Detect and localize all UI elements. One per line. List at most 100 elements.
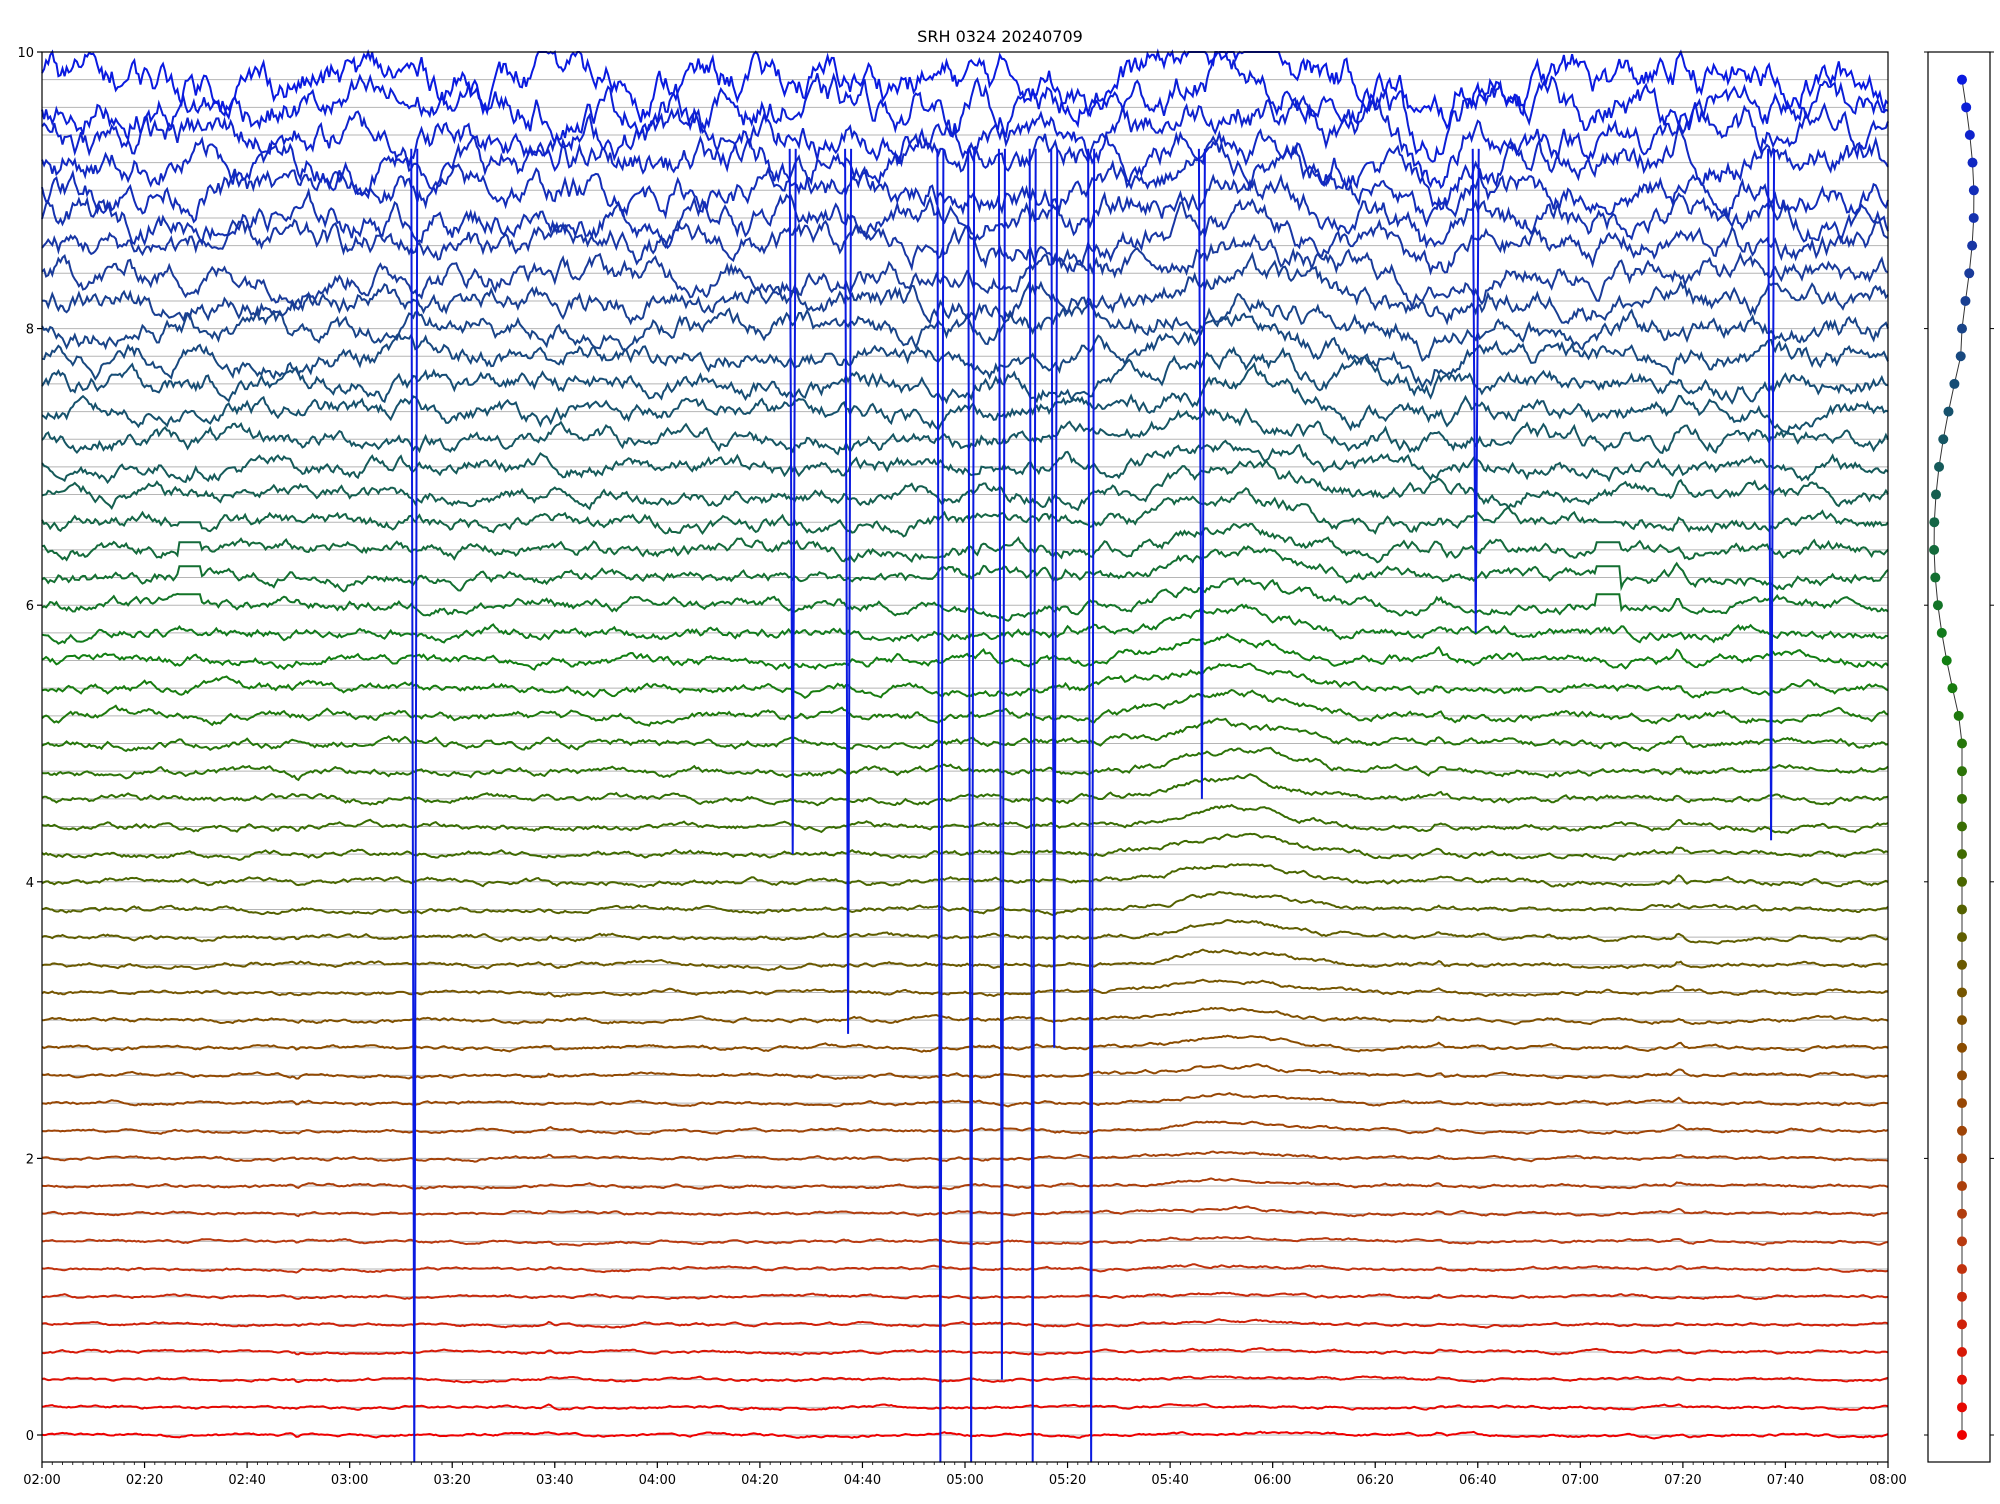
right-panel-marker bbox=[1929, 544, 1940, 555]
series-line-14 bbox=[41, 1034, 1889, 1053]
series-line-46 bbox=[41, 123, 1889, 211]
series-line-2 bbox=[41, 1375, 1889, 1384]
right-panel-marker bbox=[1957, 1264, 1967, 1275]
x-tick-label: 06:20 bbox=[1356, 1473, 1393, 1488]
spike-0 bbox=[410, 148, 419, 1463]
series-line-1 bbox=[41, 1403, 1889, 1412]
series-line-8 bbox=[41, 1205, 1889, 1218]
right-panel-marker bbox=[1941, 655, 1952, 666]
spike-6 bbox=[1028, 148, 1037, 1463]
x-tick-label: 07:40 bbox=[1767, 1473, 1804, 1488]
right-panel-marker bbox=[1929, 517, 1940, 528]
series-line-5 bbox=[41, 1291, 1889, 1301]
right-panel-marker bbox=[1957, 876, 1967, 887]
right-panel-marker bbox=[1957, 1153, 1967, 1164]
x-tick-label: 05:00 bbox=[946, 1473, 983, 1488]
spike-2 bbox=[844, 148, 853, 1034]
right-panel-marker bbox=[1930, 489, 1941, 500]
series-line-39 bbox=[41, 312, 1889, 390]
right-panel-marker bbox=[1957, 849, 1967, 860]
spike-8 bbox=[1087, 148, 1096, 1463]
spike-10 bbox=[1471, 148, 1480, 633]
series-line-24 bbox=[41, 746, 1889, 782]
series-line-34 bbox=[41, 459, 1889, 512]
right-panel-frame bbox=[1927, 51, 1991, 1463]
series-line-47 bbox=[41, 94, 1889, 190]
series-line-36 bbox=[41, 406, 1889, 456]
right-panel-marker bbox=[1947, 683, 1958, 694]
right-panel-marker bbox=[1957, 1098, 1967, 1109]
right-panel-marker bbox=[1957, 766, 1967, 777]
right-panel-marker bbox=[1957, 987, 1967, 998]
series-line-13 bbox=[41, 1063, 1889, 1080]
y-tick-label: 6 bbox=[26, 599, 34, 614]
series-line-29 bbox=[41, 603, 1889, 645]
plot-frame bbox=[41, 51, 1889, 1463]
x-tick-label: 07:00 bbox=[1562, 1473, 1599, 1488]
right-panel-marker bbox=[1964, 129, 1975, 140]
x-tick-label: 02:40 bbox=[228, 1473, 265, 1488]
right-panel-marker bbox=[1964, 268, 1975, 279]
series-line-7 bbox=[42, 1235, 1889, 1247]
series-line-25 bbox=[41, 717, 1889, 753]
right-panel-marker bbox=[1960, 295, 1971, 306]
series-line-11 bbox=[41, 1120, 1889, 1136]
spike-1 bbox=[788, 148, 797, 855]
right-panel-marker bbox=[1953, 710, 1964, 721]
right-panel-marker bbox=[1957, 793, 1967, 804]
series-line-0 bbox=[41, 1430, 1889, 1440]
x-tick-label: 04:20 bbox=[741, 1473, 778, 1488]
series-line-16 bbox=[41, 978, 1889, 998]
series-line-41 bbox=[41, 251, 1889, 326]
right-panel-marker bbox=[1938, 434, 1949, 445]
x-tick-label: 03:20 bbox=[433, 1473, 470, 1488]
series-layer bbox=[41, 48, 1889, 1463]
series-line-30 bbox=[41, 576, 1889, 622]
x-tick-label: 05:40 bbox=[1151, 1473, 1188, 1488]
series-line-49 bbox=[41, 48, 1889, 130]
y-tick-label: 10 bbox=[17, 46, 34, 61]
right-panel-marker bbox=[1957, 1015, 1967, 1026]
spike-9 bbox=[1197, 148, 1206, 799]
series-line-27 bbox=[41, 662, 1889, 700]
x-tick-label: 04:40 bbox=[844, 1473, 881, 1488]
series-line-33 bbox=[41, 487, 1889, 538]
series-line-19 bbox=[41, 890, 1889, 917]
right-panel-marker bbox=[1957, 1402, 1967, 1413]
right-panel-marker bbox=[1957, 1236, 1967, 1247]
right-panel-marker bbox=[1943, 406, 1954, 417]
series-line-37 bbox=[41, 362, 1889, 436]
series-line-26 bbox=[41, 688, 1889, 727]
x-tick-label: 03:00 bbox=[331, 1473, 368, 1488]
series-line-4 bbox=[41, 1318, 1889, 1329]
series-line-12 bbox=[41, 1092, 1888, 1108]
series-line-28 bbox=[41, 632, 1889, 671]
series-line-15 bbox=[41, 1006, 1889, 1026]
spike-7 bbox=[1050, 148, 1059, 1048]
right-panel-marker bbox=[1957, 74, 1967, 85]
series-line-32 bbox=[41, 522, 1889, 564]
x-tick-label: 03:40 bbox=[536, 1473, 573, 1488]
right-panel-marker bbox=[1957, 1042, 1967, 1053]
right-panel-marker bbox=[1936, 627, 1947, 638]
right-panel-marker bbox=[1957, 959, 1967, 970]
y-tick-label: 4 bbox=[26, 876, 34, 891]
series-line-17 bbox=[41, 948, 1889, 972]
series-line-48 bbox=[41, 51, 1889, 163]
right-panel-marker bbox=[1957, 821, 1967, 832]
right-panel bbox=[1924, 51, 1994, 1463]
right-panel-marker bbox=[1957, 1347, 1967, 1358]
spike-4 bbox=[967, 148, 976, 1463]
series-line-6 bbox=[41, 1263, 1889, 1274]
y-tick-label: 8 bbox=[26, 323, 34, 338]
axes-layer: 0 2 4 6 8 10 02:00 02:20 02:40 03:00 03:20 03:40 04:… bbox=[17, 46, 1906, 1488]
x-tick-label: 04:00 bbox=[639, 1473, 676, 1488]
series-line-9 bbox=[41, 1177, 1889, 1191]
right-panel-marker bbox=[1932, 600, 1943, 611]
x-tick-label: 05:20 bbox=[1049, 1473, 1086, 1488]
spike-5 bbox=[997, 148, 1006, 1380]
series-line-44 bbox=[41, 173, 1889, 250]
right-panel-marker bbox=[1957, 323, 1967, 334]
